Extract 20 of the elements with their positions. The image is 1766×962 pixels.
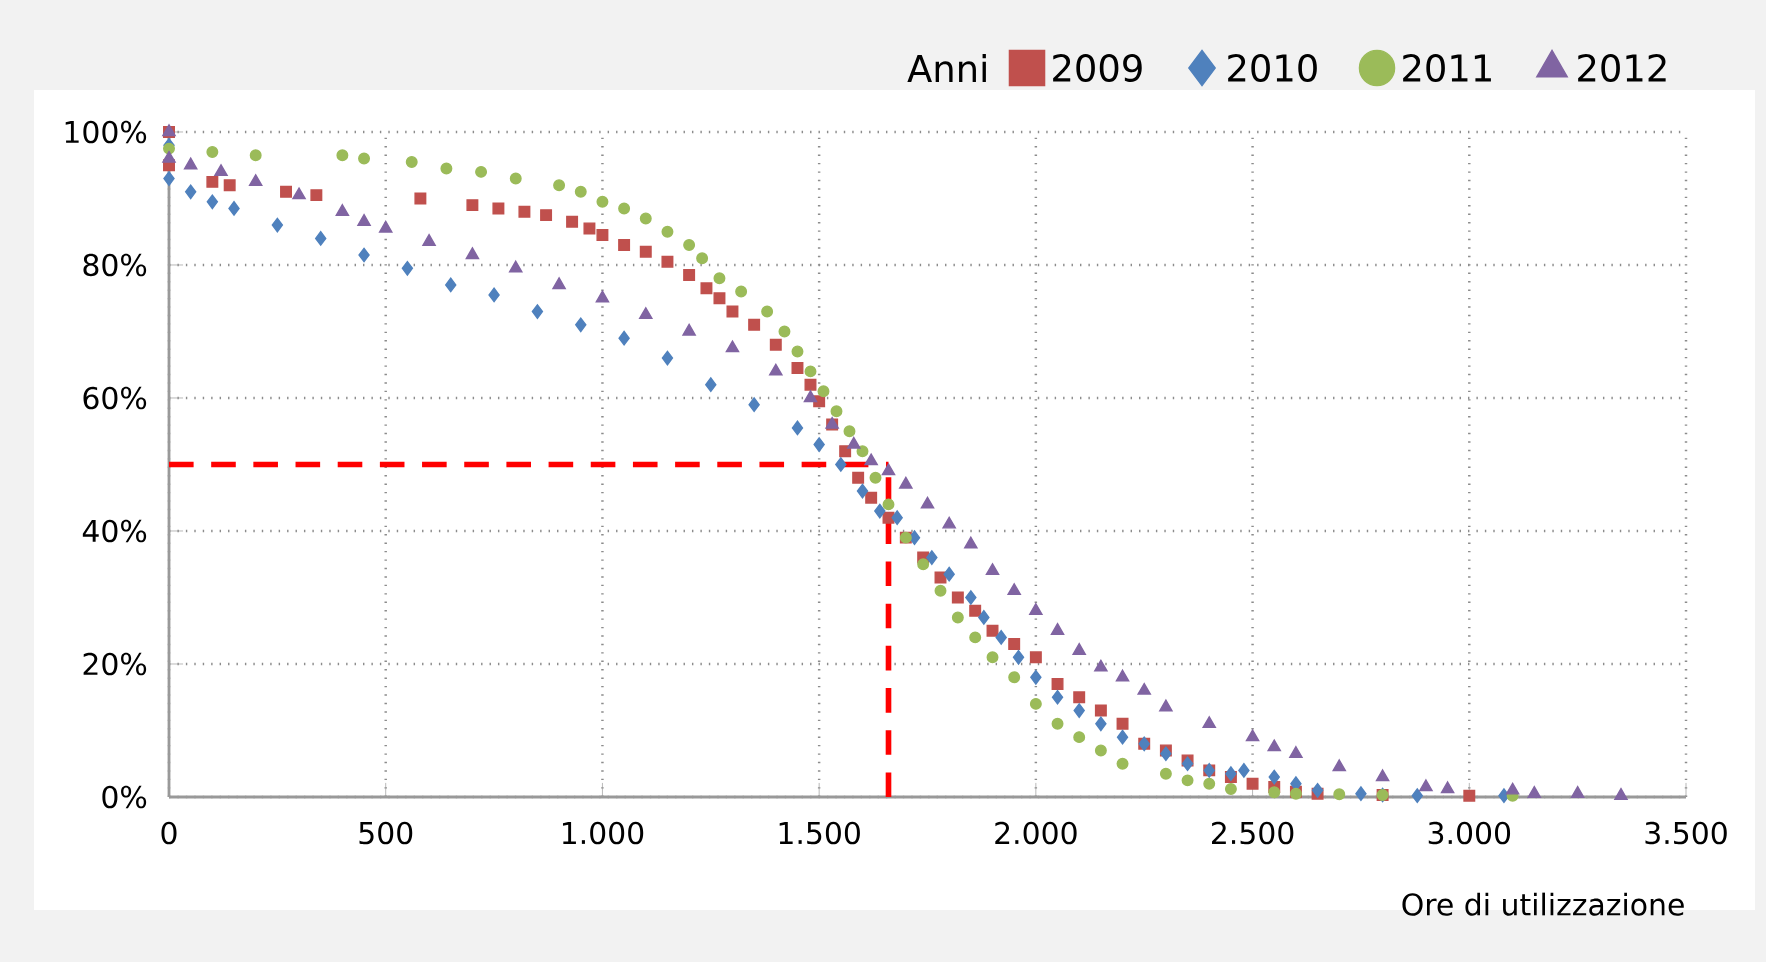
y-tick-label: 0% [102, 785, 147, 809]
y-tick-label: 40% [82, 519, 147, 543]
x-tick-label: 1.500 [779, 821, 860, 845]
legend-label: 2009 [1053, 54, 1142, 82]
y-tick-label: 100% [65, 120, 147, 144]
legend-label: 2011 [1403, 54, 1491, 82]
x-tick-label: 3.500 [1645, 821, 1727, 845]
x-tick-label: 500 [359, 821, 413, 845]
x-tick-label: 1.000 [562, 821, 644, 845]
x-tick-label: 2.000 [995, 821, 1077, 845]
x-tick-label: 2.500 [1212, 821, 1294, 845]
y-tick-label: 60% [83, 386, 147, 410]
x-axis-title: Ore di utilizzazione [1402, 892, 1684, 916]
legend-title: Anni [907, 53, 986, 82]
legend-label: 2010 [1228, 54, 1317, 82]
x-tick-label: 0 [161, 821, 177, 845]
y-tick-label: 80% [83, 253, 147, 277]
legend-label: 2012 [1578, 54, 1666, 82]
y-tick-label: 20% [83, 652, 147, 676]
x-tick-label: 3.000 [1428, 821, 1511, 845]
